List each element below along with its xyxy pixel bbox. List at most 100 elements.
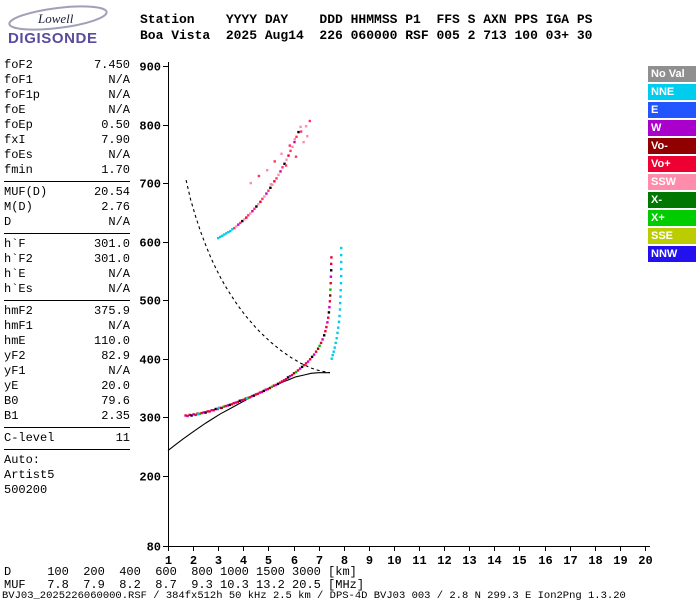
echo-point [200, 411, 203, 415]
x-tick-label: 12 [437, 554, 451, 568]
parameter-group: C-level 11 [4, 431, 130, 450]
x-tick-label: 19 [613, 554, 627, 568]
logo-product-text: DIGISONDE [8, 30, 98, 47]
parameter-value: N/A [108, 282, 130, 296]
parameter-row: foEp 0.50 [4, 118, 130, 133]
echo-point [318, 344, 321, 347]
station-header-values: Boa Vista 2025 Aug14 226 060000 RSF 005 … [140, 28, 593, 43]
parameter-row: MUF(D) 20.54 [4, 185, 130, 200]
parameter-value: 110.0 [93, 334, 130, 348]
parameter-row: 500200 [4, 483, 130, 498]
echo-point [227, 231, 230, 234]
echo-point [269, 183, 273, 186]
echo-point [291, 145, 294, 148]
echo-point [245, 216, 248, 219]
echo-point [302, 363, 306, 367]
echo-point [255, 205, 258, 208]
parameter-value: 1.70 [101, 163, 130, 177]
x-tick-label: 9 [366, 554, 373, 568]
echo-point [286, 376, 290, 379]
x-tick-label: 16 [538, 554, 552, 568]
muf-transmission-curve [185, 179, 330, 374]
echo-point [306, 360, 310, 363]
legend-item-x-: X- [648, 192, 696, 208]
x-tick-label: 8 [341, 554, 348, 568]
echo-point [249, 212, 252, 215]
echo-point [288, 375, 292, 378]
echo-point [329, 294, 332, 297]
echo-point [312, 353, 316, 356]
parameter-row: D N/A [4, 215, 130, 230]
parameter-value: N/A [108, 148, 130, 162]
echo-point [266, 387, 270, 391]
echo-point [323, 334, 326, 337]
echo-point [282, 379, 286, 382]
echo-point [239, 221, 242, 225]
echo-point [330, 269, 333, 272]
echo-point [280, 380, 284, 383]
echo-point [223, 233, 226, 236]
parameter-value: N/A [108, 215, 130, 229]
echo-point [260, 390, 264, 394]
echo-point [285, 158, 288, 161]
parameter-row: Artist5 [4, 468, 130, 483]
x-tick-label: 17 [563, 554, 577, 568]
echo-point [275, 177, 278, 180]
echo-point [259, 200, 262, 203]
echo-point [283, 162, 286, 165]
echo-point [338, 314, 341, 318]
legend-item-sse: SSE [648, 228, 696, 244]
echo-point [263, 195, 266, 198]
echo-point [231, 228, 234, 231]
echo-point [212, 409, 215, 412]
series-f-trace-o-mode [184, 256, 333, 418]
echo-point [308, 119, 311, 123]
echo-point [278, 381, 282, 384]
station-header: Station YYYY DAY DDD HHMMSS P1 FFS S AXN… [140, 12, 592, 44]
x-tick-label: 2 [190, 554, 197, 568]
echo-point [196, 413, 200, 416]
series-second-hop-onset [217, 228, 234, 240]
parameter-value: N/A [108, 73, 130, 87]
echo-point [302, 140, 305, 144]
echo-point [276, 382, 280, 386]
parameter-row: hmF2 375.9 [4, 304, 130, 319]
legend-item-vo-: Vo+ [648, 156, 696, 172]
parameter-row: C-level 11 [4, 431, 130, 446]
echo-point [241, 219, 244, 223]
echo-point [330, 256, 333, 259]
parameter-label: h`Es [4, 282, 33, 296]
echo-point [339, 289, 342, 292]
echo-point [267, 189, 270, 192]
echo-point [339, 282, 343, 285]
echo-point [331, 354, 334, 357]
parameter-label: foF2 [4, 58, 33, 72]
echo-point [268, 386, 272, 390]
series-f-trace-x-mode [196, 246, 343, 416]
x-tick-label: 14 [487, 554, 501, 568]
echo-point [292, 372, 296, 375]
parameter-row: yF2 82.9 [4, 349, 130, 364]
echo-point [262, 389, 266, 393]
echo-point [217, 236, 220, 240]
echo-point [335, 337, 338, 340]
echo-point [287, 154, 290, 157]
parameter-label: Auto: [4, 453, 41, 467]
echo-point [229, 229, 232, 233]
logo-brand-text: Lowell [38, 11, 74, 26]
echo-point [297, 130, 300, 134]
echo-point [319, 341, 323, 345]
echo-point [310, 355, 314, 359]
echo-point [245, 397, 248, 400]
parameter-label: foEp [4, 118, 33, 132]
legend-item-e: E [648, 102, 696, 118]
parameter-row: foF1p N/A [4, 88, 130, 103]
echo-point [294, 155, 298, 158]
echo-point [253, 207, 256, 210]
x-tick-label: 18 [588, 554, 602, 568]
echo-point [340, 274, 343, 278]
parameter-row: foF1 N/A [4, 73, 130, 88]
echo-point [186, 414, 189, 418]
true-height-profile [167, 372, 330, 452]
parameter-value: 79.6 [101, 394, 130, 408]
